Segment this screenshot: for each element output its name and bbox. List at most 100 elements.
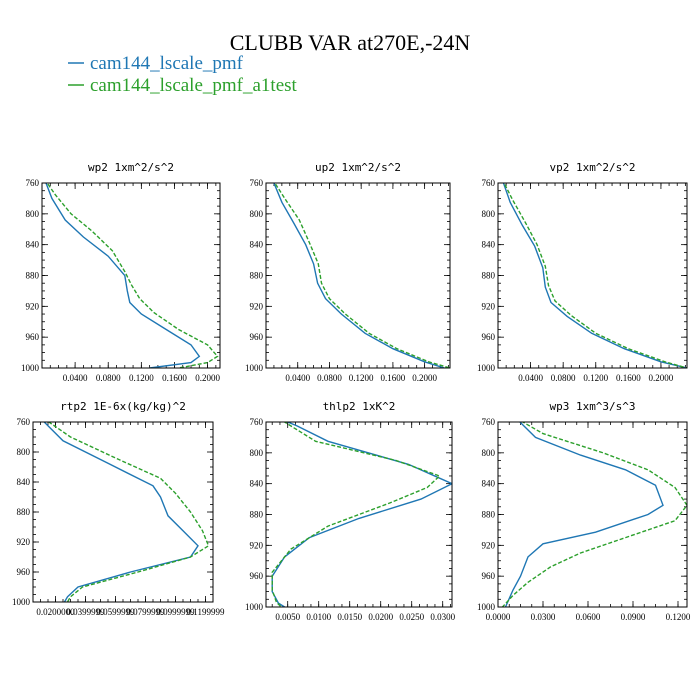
y-tick-label: 800 — [26, 209, 40, 219]
panel-6: wp3 1xm^3/s^3 0.0000 0.0300 0.0600 0.0900 0.1… — [477, 400, 691, 622]
x-tick-label: 0.0250 — [399, 612, 424, 622]
x-tick-label: 0.1200 — [666, 612, 691, 622]
axes-frame — [497, 421, 688, 608]
panel-2-title: up2 1xm^2/s^2 — [315, 161, 401, 174]
series-line-2 — [47, 422, 210, 602]
panel-1-title: wp2 1xm^2/s^2 — [88, 161, 174, 174]
x-tick-label: 0.2000 — [195, 373, 220, 383]
axes-frame — [32, 421, 214, 603]
y-tick-label: 960 — [17, 567, 31, 577]
x-tick-label: 0.1199999 — [187, 607, 225, 617]
y-tick-label: 920 — [26, 301, 40, 311]
x-tick-label: 0.0400 — [285, 373, 310, 383]
chart-panels: wp2 1xm^2/s^2 0.0400 0.0800 0.1200 0.1600 0.2… — [12, 161, 691, 622]
x-tick-label: 0.0399999 — [66, 607, 105, 617]
y-tick-label: 880 — [17, 507, 31, 517]
legend: cam144_lscale_pmfcam144_lscale_pmf_a1tes… — [68, 53, 298, 96]
y-tick-label: 920 — [250, 301, 264, 311]
y-tick-label: 800 — [250, 448, 264, 458]
y-tick-label: 840 — [26, 240, 40, 250]
y-tick-label: 920 — [482, 301, 496, 311]
y-tick-label: 840 — [250, 479, 264, 489]
y-tick-label: 960 — [250, 332, 264, 342]
y-tick-label: 840 — [17, 477, 31, 487]
y-tick-label: 760 — [26, 178, 40, 188]
x-tick-label: 0.0600 — [576, 612, 601, 622]
y-tick-label: 880 — [250, 510, 264, 520]
x-tick-label: 0.1200 — [129, 373, 154, 383]
x-tick-label: 0.0999999 — [156, 607, 195, 617]
axes-frame — [41, 182, 221, 369]
x-tick-label: 0.0150 — [337, 612, 362, 622]
x-tick-label: 0.1600 — [162, 373, 187, 383]
x-tick-label: 0.0400 — [63, 373, 88, 383]
y-tick-label: 840 — [482, 240, 496, 250]
y-tick-label: 960 — [482, 332, 496, 342]
y-tick-label: 760 — [250, 417, 264, 427]
y-tick-label: 760 — [482, 178, 496, 188]
panel-5-title: thlp2 1xK^2 — [323, 400, 396, 413]
x-tick-label: 0.0400 — [518, 373, 543, 383]
y-tick-label: 800 — [17, 447, 31, 457]
axes-frame — [265, 182, 451, 369]
series-line-1 — [45, 183, 201, 368]
x-tick-label: 0.0300 — [430, 612, 455, 622]
x-tick-label: 0.0599999 — [96, 607, 135, 617]
series-line-1 — [271, 422, 452, 607]
y-tick-label: 920 — [17, 537, 31, 547]
x-tick-label: 0.1600 — [616, 373, 641, 383]
series-line-1 — [43, 422, 199, 602]
x-tick-label: 0.1200 — [349, 373, 374, 383]
y-tick-label: 960 — [26, 332, 40, 342]
x-tick-label: 0.0800 — [317, 373, 342, 383]
panel-4: rtp2 1E-6x(kg/kg)^20.02000000.03999990.0… — [12, 400, 225, 617]
x-tick-label: 0.0100 — [306, 612, 331, 622]
y-tick-label: 1000 — [477, 363, 496, 373]
x-tick-label: 0.0200 — [368, 612, 393, 622]
series-line-1 — [502, 183, 687, 368]
panel-3: vp2 1xm^2/s^2 0.0400 0.0800 0.1200 0.1600 0.2… — [477, 161, 688, 383]
legend-label-1: cam144_lscale_pmf — [90, 53, 244, 74]
y-tick-label: 760 — [250, 178, 264, 188]
series-line-2 — [501, 422, 687, 607]
y-tick-label: 800 — [482, 448, 496, 458]
panel-2: up2 1xm^2/s^2 0.0400 0.0800 0.1200 0.1600 0.2… — [245, 161, 451, 383]
y-tick-label: 880 — [482, 510, 496, 520]
y-tick-label: 920 — [482, 540, 496, 550]
x-tick-label: 0.0799999 — [126, 607, 165, 617]
y-tick-label: 840 — [482, 479, 496, 489]
series-line-2 — [503, 183, 687, 368]
panel-3-title: vp2 1xm^2/s^2 — [549, 161, 635, 174]
series-line-1 — [273, 183, 445, 368]
panel-6-title: wp3 1xm^3/s^3 — [549, 400, 635, 413]
x-tick-label: 0.0800 — [96, 373, 121, 383]
x-tick-label: 0.0800 — [551, 373, 576, 383]
series-line-2 — [46, 183, 219, 368]
panel-5: thlp2 1xK^2 0.0050 0.0100 0.0150 0.0200 0.025… — [245, 400, 456, 622]
x-tick-label: 0.0900 — [621, 612, 646, 622]
y-tick-label: 840 — [250, 240, 264, 250]
y-tick-label: 960 — [250, 571, 264, 581]
x-tick-label: 0.2000 — [649, 373, 674, 383]
panel-4-title: rtp2 1E-6x(kg/kg)^2 — [60, 400, 186, 413]
x-tick-label: 0.1200 — [583, 373, 608, 383]
x-tick-label: 0.0300 — [531, 612, 556, 622]
y-tick-label: 880 — [482, 271, 496, 281]
axes-frame — [497, 182, 688, 369]
y-tick-label: 1000 — [12, 597, 31, 607]
x-tick-label: 0.1600 — [381, 373, 406, 383]
y-tick-label: 1000 — [245, 602, 264, 612]
y-tick-label: 960 — [482, 571, 496, 581]
series-line-1 — [504, 422, 664, 607]
y-tick-label: 1000 — [21, 363, 40, 373]
y-tick-label: 800 — [250, 209, 264, 219]
y-tick-label: 880 — [26, 271, 40, 281]
panel-1: wp2 1xm^2/s^2 0.0400 0.0800 0.1200 0.1600 0.2… — [21, 161, 221, 383]
series-line-2 — [271, 422, 441, 607]
legend-label-2: cam144_lscale_pmf_a1test — [90, 75, 298, 96]
y-tick-label: 1000 — [477, 602, 496, 612]
x-tick-label: 0.0000 — [486, 612, 511, 622]
figure-title: CLUBB VAR at270E,-24N — [230, 30, 471, 55]
